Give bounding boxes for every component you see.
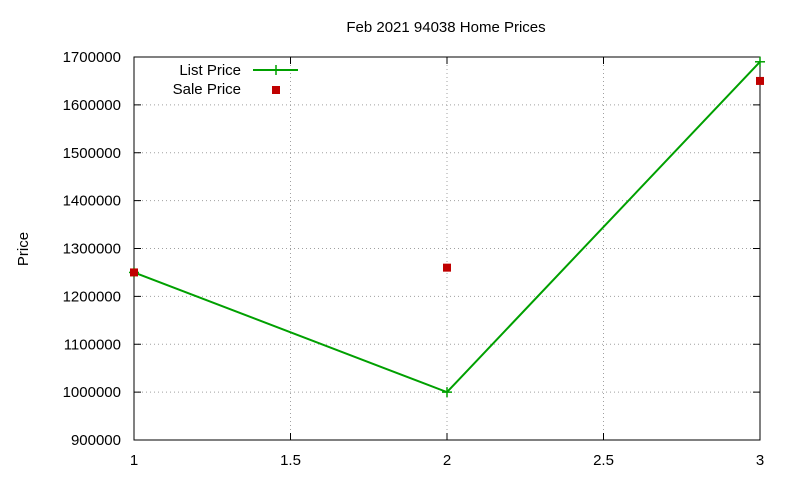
x-tick-label: 3: [756, 452, 764, 469]
y-tick-label: 1000000: [63, 384, 121, 401]
y-tick-label: 1200000: [63, 288, 121, 305]
y-tick-label: 1300000: [63, 241, 121, 258]
x-tick-label: 1: [130, 452, 138, 469]
legend-label: Sale Price: [173, 81, 241, 98]
y-tick-label: 1700000: [63, 49, 121, 66]
x-tick-label: 2.5: [593, 452, 614, 469]
y-tick-label: 1600000: [63, 97, 121, 114]
y-tick-label: 900000: [71, 432, 121, 449]
sale-price-point: [443, 263, 451, 272]
list-price-line: [133, 61, 761, 394]
sale-price-point: [756, 76, 764, 85]
legend-label: List Price: [179, 62, 241, 79]
list-price-point: [755, 56, 765, 67]
grid-lines: [134, 57, 760, 440]
legend-swatch-plus: [271, 65, 281, 75]
legend-swatch-square: [272, 86, 280, 94]
y-tick-label: 1400000: [63, 193, 121, 210]
x-tick-label: 2: [443, 452, 451, 469]
legend: List Price Sale Price: [173, 62, 298, 98]
series-layer: [129, 56, 765, 398]
sale-price-point: [130, 268, 138, 277]
y-tick-label: 1100000: [64, 336, 121, 353]
y-tick-label: 1500000: [63, 145, 121, 162]
list-price-point: [442, 387, 452, 398]
y-axis-label: Price: [15, 232, 32, 266]
x-tick-label: 1.5: [280, 452, 301, 469]
chart-title: Feb 2021 94038 Home Prices: [346, 19, 545, 36]
axis-ticks: 1 1.5 2 2.5 3 900000 1000000 1100000 1200000 1300…: [63, 49, 765, 469]
